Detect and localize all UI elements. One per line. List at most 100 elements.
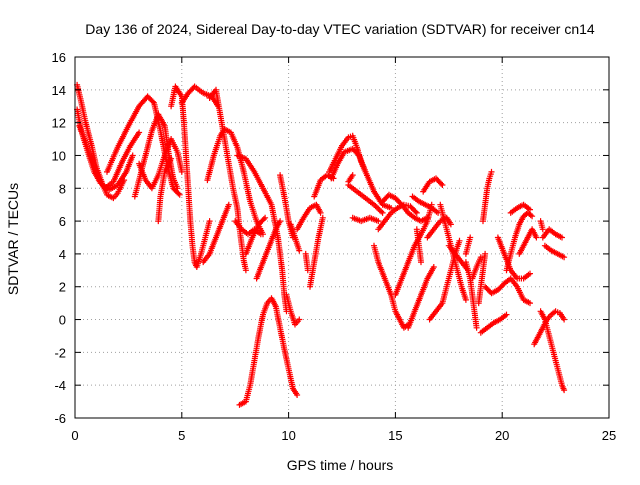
data-series [136, 136, 185, 192]
data-point-markers [204, 126, 266, 238]
x-tick-label: 20 [495, 428, 509, 443]
data-point-markers [539, 226, 565, 241]
data-series [242, 214, 269, 257]
data-point-markers [302, 250, 311, 274]
data-point-markers [136, 136, 185, 192]
data-series [307, 214, 326, 290]
y-tick-label: 12 [52, 116, 66, 131]
x-axis-label: GPS time / hours [287, 457, 394, 473]
data-series [236, 295, 301, 408]
data-series [200, 201, 232, 266]
data-series [168, 83, 213, 270]
data-point-markers [541, 242, 568, 261]
data-point-markers [420, 175, 446, 195]
data-series [131, 111, 181, 200]
x-tick-label: 0 [71, 428, 78, 443]
data-series [234, 152, 290, 315]
data-series [345, 172, 356, 185]
data-series [379, 191, 431, 225]
data-point-markers [200, 201, 232, 266]
y-tick-label: -2 [54, 345, 66, 360]
data-series [405, 264, 437, 331]
data-series [76, 122, 143, 192]
data-point-markers [516, 226, 540, 257]
data-point-markers [409, 193, 442, 216]
data-point-markers [371, 242, 412, 331]
data-series [409, 193, 442, 216]
data-point-markers [379, 191, 431, 225]
data-point-markers [462, 234, 474, 257]
y-tick-label: -6 [54, 411, 66, 426]
y-tick-label: 2 [59, 280, 66, 295]
data-point-markers [328, 145, 395, 211]
data-series [371, 242, 412, 331]
data-point-markers [503, 209, 536, 274]
data-series [462, 259, 480, 331]
data-point-markers [482, 275, 533, 307]
data-series [349, 214, 382, 225]
data-series [475, 250, 489, 307]
data-point-markers [349, 214, 382, 225]
data-series [541, 242, 568, 261]
data-point-markers [537, 218, 546, 233]
data-point-markers [283, 291, 303, 328]
data-point-markers [155, 155, 175, 225]
data-series [204, 126, 266, 238]
data-series [507, 201, 533, 216]
data-point-markers [462, 259, 480, 331]
data-point-markers [234, 152, 290, 315]
data-point-markers [507, 201, 533, 216]
data-point-markers [345, 172, 356, 185]
data-series [420, 175, 446, 195]
data-point-markers [413, 226, 424, 266]
data-point-markers [537, 308, 568, 394]
data-series [516, 226, 540, 257]
data-series [253, 218, 284, 282]
y-tick-label: 14 [52, 83, 66, 98]
data-point-markers [469, 254, 484, 282]
label-layer: Day 136 of 2024, Sidereal Day-to-day VTE… [5, 21, 595, 473]
data-series [155, 155, 175, 225]
data-point-markers [76, 122, 143, 192]
data-series [537, 218, 546, 233]
y-tick-label: 16 [52, 50, 66, 65]
data-series [482, 275, 533, 307]
plot-frame [74, 56, 610, 419]
data-series [477, 311, 510, 336]
x-tick-label: 10 [281, 428, 295, 443]
data-series [283, 291, 303, 328]
data-point-markers [168, 83, 213, 270]
data-series [345, 182, 386, 216]
data-series [503, 209, 536, 274]
data-point-markers [236, 295, 301, 408]
data-point-markers [131, 111, 181, 200]
data-series [294, 201, 324, 233]
data-point-markers [242, 214, 269, 257]
y-tick-label: 0 [59, 313, 66, 328]
data-point-markers [405, 264, 437, 331]
data-series [537, 308, 568, 394]
data-series [287, 221, 303, 254]
data-point-markers [477, 311, 510, 336]
tick-layer: 0 5 10 15 20 25 -6 -4 -2 0 2 4 6 8 10 12 14 16 [52, 50, 617, 443]
y-axis-label: SDTVAR / TECUs [5, 183, 21, 295]
data-point-markers [480, 168, 495, 225]
x-tick-label: 25 [602, 428, 616, 443]
data-series [469, 254, 484, 282]
y-tick-label: -4 [54, 378, 66, 393]
data-point-markers [287, 221, 303, 254]
data-series [328, 145, 395, 211]
data-series [413, 226, 424, 266]
data-series [302, 250, 311, 274]
y-tick-label: 6 [59, 214, 66, 229]
data-point-markers [307, 214, 326, 290]
x-tick-label: 15 [388, 428, 402, 443]
y-tick-label: 4 [59, 247, 66, 262]
chart-title: Day 136 of 2024, Sidereal Day-to-day VTE… [85, 21, 595, 37]
y-tick-label: 10 [52, 148, 66, 163]
data-series [539, 226, 565, 241]
data-layer [74, 81, 568, 408]
data-series [480, 168, 495, 225]
x-tick-label: 5 [178, 428, 185, 443]
